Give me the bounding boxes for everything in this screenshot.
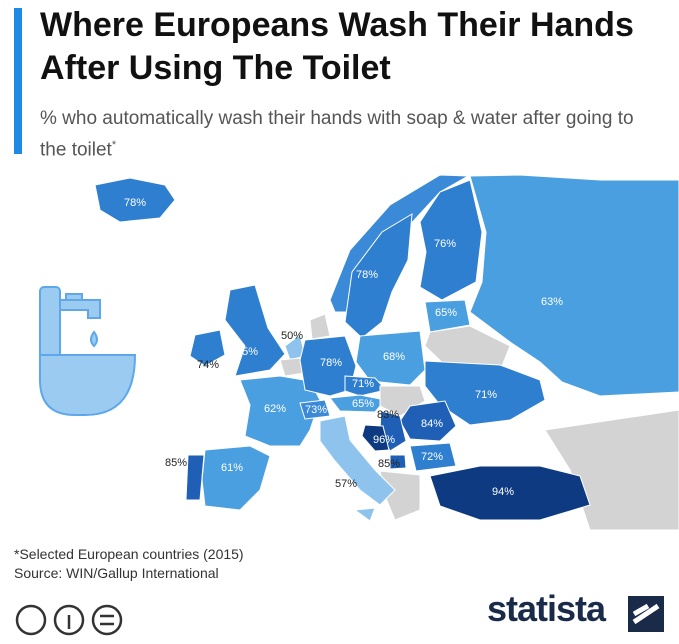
value-label: 74% [197,359,219,371]
country [185,454,205,501]
value-label: 85% [165,457,187,469]
country [409,442,457,472]
subtitle: % who automatically wash their hands wit… [40,106,660,163]
title: Where Europeans Wash Their Hands After U… [40,6,634,87]
country [424,360,546,426]
icon-part [39,354,137,416]
country [344,375,387,397]
value-label: 65% [352,398,374,410]
license-icons [15,604,123,636]
country [424,299,471,333]
footnote: *Selected European countries (2015) Sourc… [14,545,244,583]
country [224,284,286,377]
country [309,313,331,340]
value-label: 85% [378,458,400,470]
country [299,335,357,397]
country [429,465,591,521]
value-label: 50% [281,330,303,342]
value-label: 83% [377,409,399,421]
sink-icon [39,286,137,416]
country [319,415,396,506]
icon-part [39,286,61,358]
nd-icon [91,604,123,636]
country [361,424,390,452]
country [355,330,426,386]
value-label: 96% [373,434,395,446]
icon-part [59,299,101,319]
by-icon [53,604,85,636]
source: Source: WIN/Gallup International [14,565,219,581]
value-label: 78% [320,357,342,369]
country [469,174,679,397]
value-label: 84% [421,418,443,430]
country [353,507,376,522]
icon-part [90,330,98,348]
brand: statista [487,588,606,629]
cc-icon [15,604,47,636]
value-label: 78% [356,269,378,281]
value-label: 68% [383,351,405,363]
country [189,329,226,367]
logo-mark [632,603,660,625]
value-label: 75% [236,346,258,358]
country [94,177,176,223]
country [239,375,321,447]
value-label: 94% [492,486,514,498]
value-label: 73% [305,404,327,416]
map: 78% 78% 76% 63% 65% 75% 74% 50% 78% 68% 71% 71% 65% 7… [39,174,679,530]
country [299,399,331,420]
footnote-mark: * [111,139,117,151]
country [344,213,413,339]
value-label: 57% [335,478,357,490]
value-label: 63% [541,296,563,308]
value-label: 62% [264,403,286,415]
value-label: 76% [434,238,456,250]
country [419,179,483,301]
note: *Selected European countries (2015) [14,546,244,562]
country [201,445,271,511]
countries [94,174,679,530]
value-label: 72% [421,451,443,463]
icons [15,604,123,636]
value-label: 61% [221,462,243,474]
country [389,454,407,470]
brand-logo [628,596,664,632]
value-label: 65% [435,307,457,319]
icon-part [65,293,83,301]
subtitle-text: % who automatically wash their hands wit… [40,108,634,161]
accent-bar [14,8,22,154]
value-label: 71% [475,389,497,401]
labels: 78% 78% 76% 63% 65% 75% 74% 50% 78% 68% 71% 71% 65% 7… [124,197,563,498]
country [544,409,679,530]
value-label: 78% [124,197,146,209]
value-label: 71% [352,378,374,390]
